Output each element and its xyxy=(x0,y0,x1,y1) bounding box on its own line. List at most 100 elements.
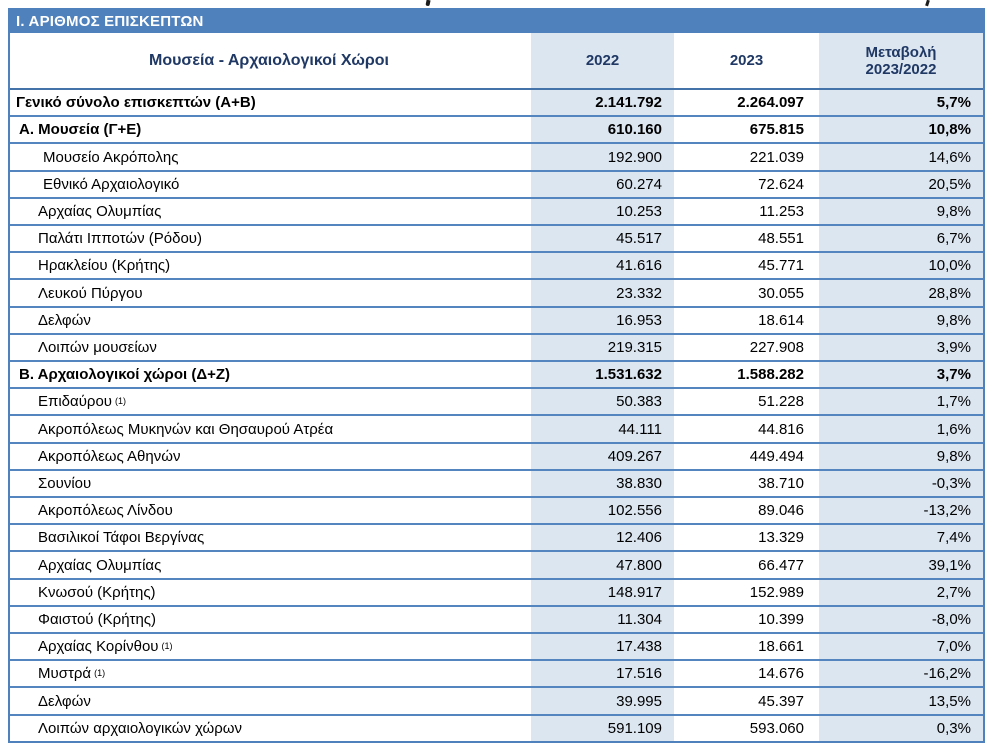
value-2022-cell: 192.900 xyxy=(528,144,674,170)
column-header-2022: 2022 xyxy=(528,33,674,88)
table-row: Α. Μουσεία (Γ+Ε) 610.160 675.815 10,8% xyxy=(10,115,983,143)
value-2023-cell: 45.397 xyxy=(674,688,816,714)
table-row: Ακροπόλεως Λίνδου 102.556 89.046 -13,2% xyxy=(10,496,983,524)
value-2022-cell: 2.141.792 xyxy=(528,90,674,116)
table-row: Μυστρά (1) 17.516 14.676 -16,2% xyxy=(10,659,983,687)
change-percent-cell: 1,6% xyxy=(816,416,983,442)
museum-name-cell: Αρχαίας Κορίνθου (1) xyxy=(38,638,173,656)
museum-name-cell: Λοιπών μουσείων xyxy=(38,338,157,356)
change-percent-cell: 6,7% xyxy=(816,226,983,252)
table-row: Δελφών 39.995 45.397 13,5% xyxy=(10,686,983,714)
museum-name-cell: Γενικό σύνολο επισκεπτών (Α+Β) xyxy=(16,94,256,112)
museum-name-cell: Ηρακλείου (Κρήτης) xyxy=(38,257,171,275)
change-percent-cell: 10,8% xyxy=(816,117,983,143)
table-row: Αρχαίας Ολυμπίας 10.253 11.253 9,8% xyxy=(10,196,983,225)
table-row: Δελφών 16.953 18.614 9,8% xyxy=(10,305,983,333)
table-row: Σουνίου 38.830 38.710 -0,3% xyxy=(10,468,983,497)
change-percent-cell: -16,2% xyxy=(816,661,983,687)
museum-name-cell: Λοιπών αρχαιολογικών χώρων xyxy=(38,719,243,737)
museum-name-cell: Ακροπόλεως Μυκηνών και Θησαυρού Ατρέα xyxy=(38,420,334,438)
museum-name-cell: Ακροπόλεως Λίνδου xyxy=(38,502,173,520)
value-2023-cell: 221.039 xyxy=(674,144,816,170)
table-row: Αρχαίας Κορίνθου (1) 17.438 18.661 7,0% xyxy=(10,632,983,660)
value-2023-cell: 449.494 xyxy=(674,443,816,469)
table-row: Κνωσού (Κρήτης) 148.917 152.989 2,7% xyxy=(10,577,983,605)
value-2022-cell: 17.516 xyxy=(528,661,674,687)
table-row: Μουσείο Ακρόπολης 192.900 221.039 14,6% xyxy=(10,142,983,170)
value-2023-cell: 14.676 xyxy=(674,661,816,687)
table-body: Γενικό σύνολο επισκεπτών (Α+Β) 2.141.792… xyxy=(10,90,983,741)
value-2022-cell: 610.160 xyxy=(528,117,674,143)
museum-name-cell: Αρχαίας Ολυμπίας xyxy=(38,202,162,220)
value-2022-cell: 10.253 xyxy=(528,198,674,225)
column-header-2023: 2023 xyxy=(674,33,816,88)
value-2022-cell: 1.531.632 xyxy=(528,362,674,388)
change-percent-cell: 14,6% xyxy=(816,144,983,170)
footnote-marker: (1) xyxy=(161,641,173,652)
change-percent-cell: 9,8% xyxy=(816,198,983,225)
change-percent-cell: 2,7% xyxy=(816,579,983,605)
change-percent-cell: 13,5% xyxy=(816,688,983,714)
change-percent-cell: 9,8% xyxy=(816,307,983,333)
clipped-text-fragment xyxy=(425,0,431,7)
value-2023-cell: 10.399 xyxy=(674,606,816,633)
table-row: Λοιπών αρχαιολογικών χώρων 591.109 593.0… xyxy=(10,713,983,741)
section-title: Ι. ΑΡΙΘΜΟΣ ΕΠΙΣΚΕΠΤΩΝ xyxy=(16,13,204,30)
change-percent-cell: -0,3% xyxy=(816,470,983,497)
value-2022-cell: 47.800 xyxy=(528,552,674,578)
museum-name-cell: Λευκού Πύργου xyxy=(38,284,143,302)
value-2022-cell: 17.438 xyxy=(528,634,674,660)
change-percent-cell: 9,8% xyxy=(816,443,983,469)
value-2023-cell: 51.228 xyxy=(674,389,816,415)
value-2023-cell: 38.710 xyxy=(674,470,816,497)
value-2022-cell: 102.556 xyxy=(528,498,674,524)
value-2022-cell: 60.274 xyxy=(528,171,674,197)
table-row: Γενικό σύνολο επισκεπτών (Α+Β) 2.141.792… xyxy=(10,90,983,116)
value-2022-cell: 39.995 xyxy=(528,688,674,714)
value-2022-cell: 50.383 xyxy=(528,389,674,415)
museum-name-cell: Βασιλικοί Τάφοι Βεργίνας xyxy=(38,529,205,547)
value-2023-cell: 11.253 xyxy=(674,198,816,225)
value-2022-cell: 38.830 xyxy=(528,470,674,497)
museum-name-cell: Εθνικό Αρχαιολογικό xyxy=(43,175,180,193)
table-row: Λευκού Πύργου 23.332 30.055 28,8% xyxy=(10,278,983,306)
footnote-marker: (1) xyxy=(115,396,126,407)
table-row: Λοιπών μουσείων 219.315 227.908 3,9% xyxy=(10,332,983,361)
value-2023-cell: 152.989 xyxy=(674,579,816,605)
value-2023-cell: 48.551 xyxy=(674,226,816,252)
section-title-bar: Ι. ΑΡΙΘΜΟΣ ΕΠΙΣΚΕΠΤΩΝ xyxy=(10,10,983,33)
value-2023-cell: 45.771 xyxy=(674,253,816,279)
table-row: Παλάτι Ιπποτών (Ρόδου) 45.517 48.551 6,7… xyxy=(10,224,983,252)
table-row: Β. Αρχαιολογικοί χώροι (Δ+Ζ) 1.531.632 1… xyxy=(10,360,983,388)
value-2023-cell: 30.055 xyxy=(674,280,816,306)
museum-name-cell: Σουνίου xyxy=(38,474,92,492)
value-2022-cell: 45.517 xyxy=(528,226,674,252)
change-percent-cell: -8,0% xyxy=(816,606,983,633)
museum-name-cell: Φαιστού (Κρήτης) xyxy=(38,610,157,628)
value-2022-cell: 219.315 xyxy=(528,334,674,361)
clipped-text-fragment xyxy=(925,0,930,7)
table-row: Ηρακλείου (Κρήτης) 41.616 45.771 10,0% xyxy=(10,251,983,279)
table-row: Αρχαίας Ολυμπίας 47.800 66.477 39,1% xyxy=(10,550,983,578)
value-2023-cell: 18.661 xyxy=(674,634,816,660)
value-2022-cell: 41.616 xyxy=(528,253,674,279)
museum-name-cell: Επιδαύρου (1) xyxy=(38,393,126,411)
value-2023-cell: 18.614 xyxy=(674,307,816,333)
change-percent-cell: 3,7% xyxy=(816,362,983,388)
value-2022-cell: 44.111 xyxy=(528,416,674,442)
visitors-table: Ι. ΑΡΙΘΜΟΣ ΕΠΙΣΚΕΠΤΩΝ Μουσεία - Αρχαιολο… xyxy=(8,8,985,743)
value-2023-cell: 1.588.282 xyxy=(674,362,816,388)
footnote-marker: (1) xyxy=(94,668,106,679)
value-2023-cell: 227.908 xyxy=(674,334,816,361)
value-2023-cell: 675.815 xyxy=(674,117,816,143)
change-percent-cell: 28,8% xyxy=(816,280,983,306)
table-header-row: Μουσεία - Αρχαιολογικοί Χώροι 2022 2023 … xyxy=(10,33,983,90)
change-percent-cell: 7,0% xyxy=(816,634,983,660)
value-2023-cell: 44.816 xyxy=(674,416,816,442)
change-percent-cell: 3,9% xyxy=(816,334,983,361)
table-row: Εθνικό Αρχαιολογικό 60.274 72.624 20,5% xyxy=(10,169,983,197)
value-2023-cell: 13.329 xyxy=(674,525,816,551)
museum-name-cell: Μουσείο Ακρόπολης xyxy=(43,148,179,166)
value-2022-cell: 11.304 xyxy=(528,606,674,633)
